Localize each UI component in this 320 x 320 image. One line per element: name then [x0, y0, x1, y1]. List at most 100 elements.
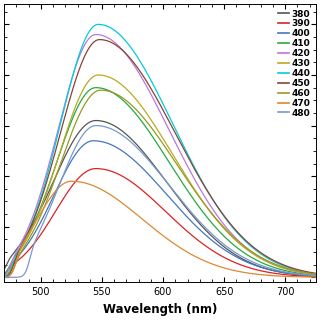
440 [146, 72, 149, 76]
420 [314, 273, 318, 276]
380 [154, 166, 158, 170]
430 [248, 250, 252, 253]
420 [94, 33, 98, 36]
470 [248, 271, 252, 275]
Line: 430: 430 [4, 75, 316, 276]
410 [248, 254, 252, 258]
390 [305, 274, 309, 278]
Line: 470: 470 [4, 181, 316, 277]
470 [154, 228, 158, 232]
390 [248, 266, 252, 270]
470 [146, 221, 149, 225]
430 [305, 271, 309, 275]
Line: 420: 420 [4, 35, 316, 276]
380 [18, 243, 22, 247]
450 [248, 242, 252, 246]
X-axis label: Wavelength (nm): Wavelength (nm) [103, 303, 217, 316]
Line: 400: 400 [4, 141, 316, 276]
420 [154, 102, 158, 106]
410 [305, 272, 309, 276]
Line: 440: 440 [4, 24, 316, 277]
460 [305, 271, 309, 275]
450 [314, 271, 318, 275]
480 [94, 124, 98, 127]
480 [18, 275, 22, 279]
380 [305, 274, 309, 277]
400 [2, 273, 6, 276]
430 [96, 73, 100, 77]
470 [69, 179, 73, 183]
460 [146, 121, 149, 125]
Line: 480: 480 [4, 125, 316, 277]
470 [2, 275, 6, 279]
Line: 450: 450 [4, 40, 316, 277]
450 [305, 270, 309, 274]
410 [94, 86, 98, 90]
480 [248, 259, 252, 262]
400 [92, 139, 95, 143]
460 [314, 272, 318, 276]
480 [146, 157, 149, 161]
460 [18, 252, 22, 256]
480 [314, 274, 318, 277]
420 [2, 274, 6, 278]
440 [248, 243, 252, 247]
390 [94, 167, 98, 171]
420 [18, 243, 22, 247]
440 [96, 22, 100, 26]
410 [2, 273, 6, 277]
390 [305, 274, 309, 278]
390 [154, 200, 158, 204]
380 [146, 155, 149, 159]
400 [248, 261, 252, 265]
Line: 410: 410 [4, 88, 316, 275]
480 [154, 167, 158, 171]
390 [146, 193, 149, 197]
400 [314, 274, 318, 278]
450 [146, 81, 149, 85]
380 [305, 274, 309, 277]
440 [18, 246, 22, 250]
480 [2, 276, 6, 279]
460 [2, 275, 6, 279]
400 [305, 274, 309, 277]
400 [154, 180, 158, 184]
380 [314, 274, 318, 278]
390 [314, 275, 318, 278]
Line: 460: 460 [4, 90, 316, 277]
440 [154, 88, 158, 92]
430 [314, 273, 318, 276]
390 [18, 257, 22, 261]
Line: 390: 390 [4, 169, 316, 276]
430 [154, 125, 158, 129]
480 [305, 273, 309, 277]
Legend: 380, 390, 400, 410, 420, 430, 440, 450, 460, 470, 480: 380, 390, 400, 410, 420, 430, 440, 450, … [277, 9, 311, 118]
390 [2, 272, 6, 276]
400 [146, 172, 149, 175]
430 [146, 113, 149, 117]
430 [305, 271, 309, 275]
400 [305, 274, 309, 277]
470 [18, 248, 22, 252]
420 [305, 272, 309, 276]
480 [305, 273, 309, 277]
460 [305, 271, 309, 275]
470 [305, 275, 309, 279]
460 [248, 248, 252, 252]
460 [154, 132, 158, 136]
Line: 380: 380 [4, 121, 316, 276]
440 [305, 270, 309, 274]
450 [2, 275, 6, 279]
410 [146, 128, 149, 132]
430 [2, 275, 6, 278]
400 [18, 252, 22, 256]
470 [305, 275, 309, 279]
430 [18, 249, 22, 252]
450 [154, 95, 158, 99]
450 [18, 247, 22, 251]
420 [146, 86, 149, 90]
410 [305, 272, 309, 276]
410 [154, 140, 158, 144]
380 [2, 268, 6, 271]
470 [314, 275, 318, 279]
